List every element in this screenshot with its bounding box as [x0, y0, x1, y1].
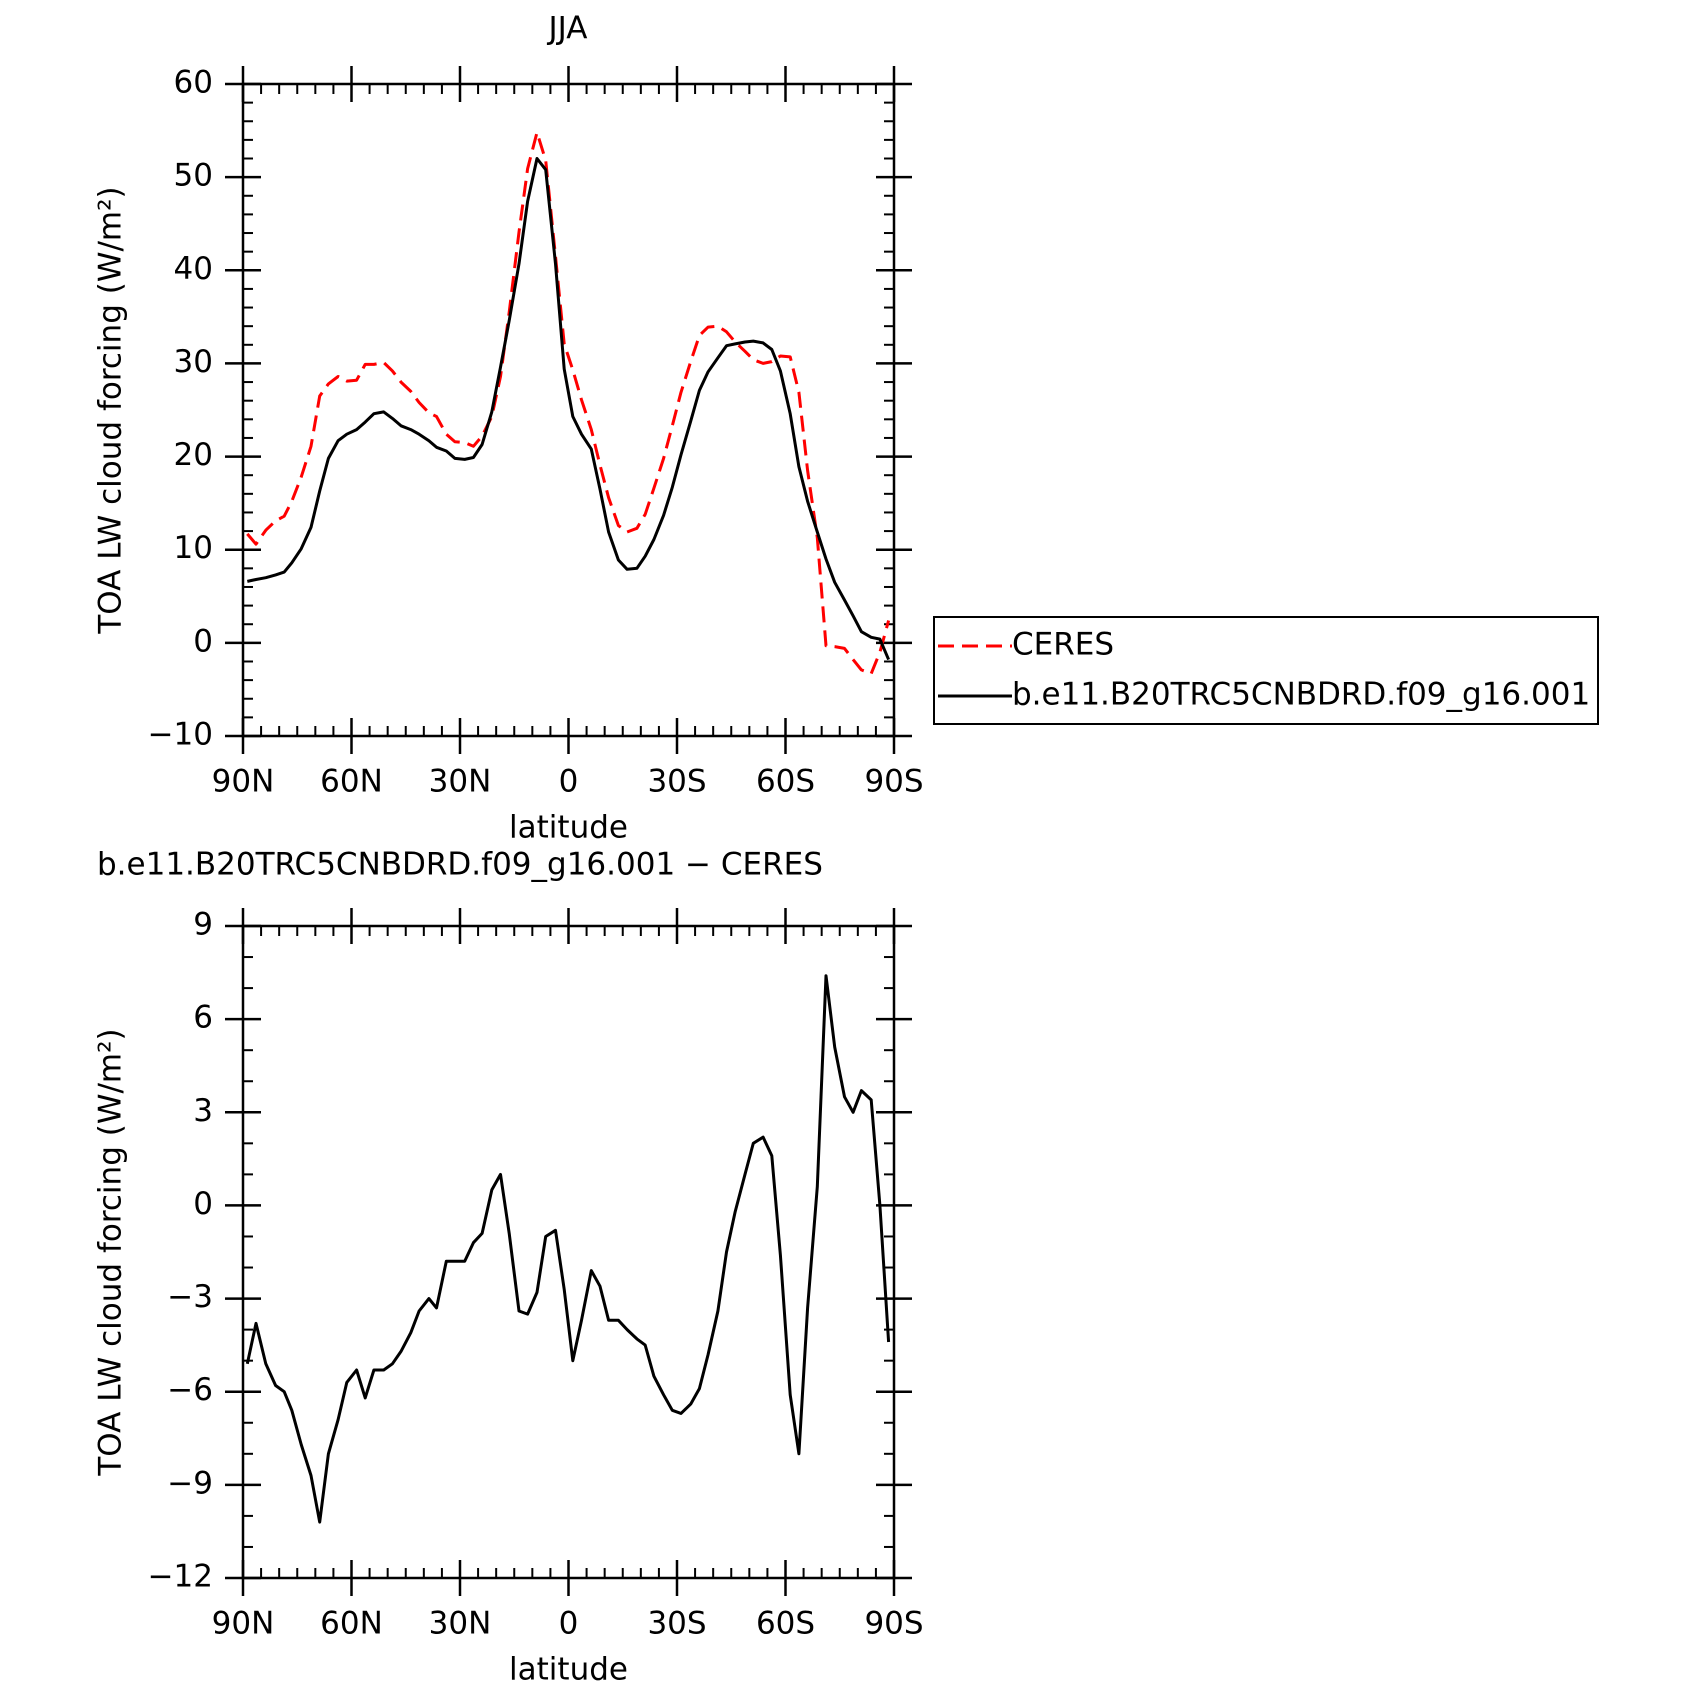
y-tick-label: 50 [174, 158, 213, 194]
y-tick-label: 30 [174, 344, 213, 380]
x-tick-label: 60N [320, 764, 383, 800]
x-tick-label: 0 [559, 1606, 579, 1642]
legend-label: b.e11.B20TRC5CNBDRD.f09_g16.001 [1012, 677, 1590, 713]
y-axis-label: TOA LW cloud forcing (W/m²) [93, 186, 129, 634]
x-tick-label: 60S [756, 764, 815, 800]
x-tick-label: 0 [559, 764, 579, 800]
data-line [246, 157, 890, 661]
x-tick-label: 60S [756, 1606, 815, 1642]
y-tick-label: 0 [193, 623, 213, 659]
x-tick-label: 90N [212, 1606, 275, 1642]
y-tick-label: 20 [174, 437, 213, 473]
x-tick-label: 30N [429, 764, 492, 800]
y-tick-label: 60 [174, 65, 213, 101]
x-tick-label: 30N [429, 1606, 492, 1642]
y-tick-label: −6 [167, 1372, 213, 1408]
y-tick-label: 3 [193, 1093, 213, 1129]
legend-label: CERES [1012, 627, 1114, 663]
x-axis-label: latitude [509, 810, 628, 846]
y-tick-label: 6 [193, 1000, 213, 1036]
x-tick-label: 90S [864, 1606, 923, 1642]
x-tick-label: 60N [320, 1606, 383, 1642]
x-tick-label: 30S [647, 1606, 706, 1642]
data-line [245, 974, 891, 1524]
y-tick-label: 9 [193, 907, 213, 943]
legend-box [933, 616, 1599, 725]
x-tick-label: 90N [212, 764, 275, 800]
y-tick-label: −10 [148, 717, 213, 753]
y-tick-label: −12 [148, 1559, 213, 1595]
x-axis-label: latitude [509, 1652, 628, 1686]
x-tick-label: 90S [864, 764, 923, 800]
x-tick-label: 30S [647, 764, 706, 800]
data-line [246, 130, 891, 676]
y-tick-label: −9 [167, 1465, 213, 1501]
y-tick-label: 40 [174, 251, 213, 287]
chart-title: b.e11.B20TRC5CNBDRD.f09_g16.001 − CERES [97, 847, 823, 883]
y-axis-label: TOA LW cloud forcing (W/m²) [93, 1028, 129, 1476]
y-tick-label: −3 [167, 1279, 213, 1315]
y-tick-label: 0 [193, 1186, 213, 1222]
chart-title: JJA [547, 11, 588, 47]
y-tick-label: 10 [174, 530, 213, 566]
